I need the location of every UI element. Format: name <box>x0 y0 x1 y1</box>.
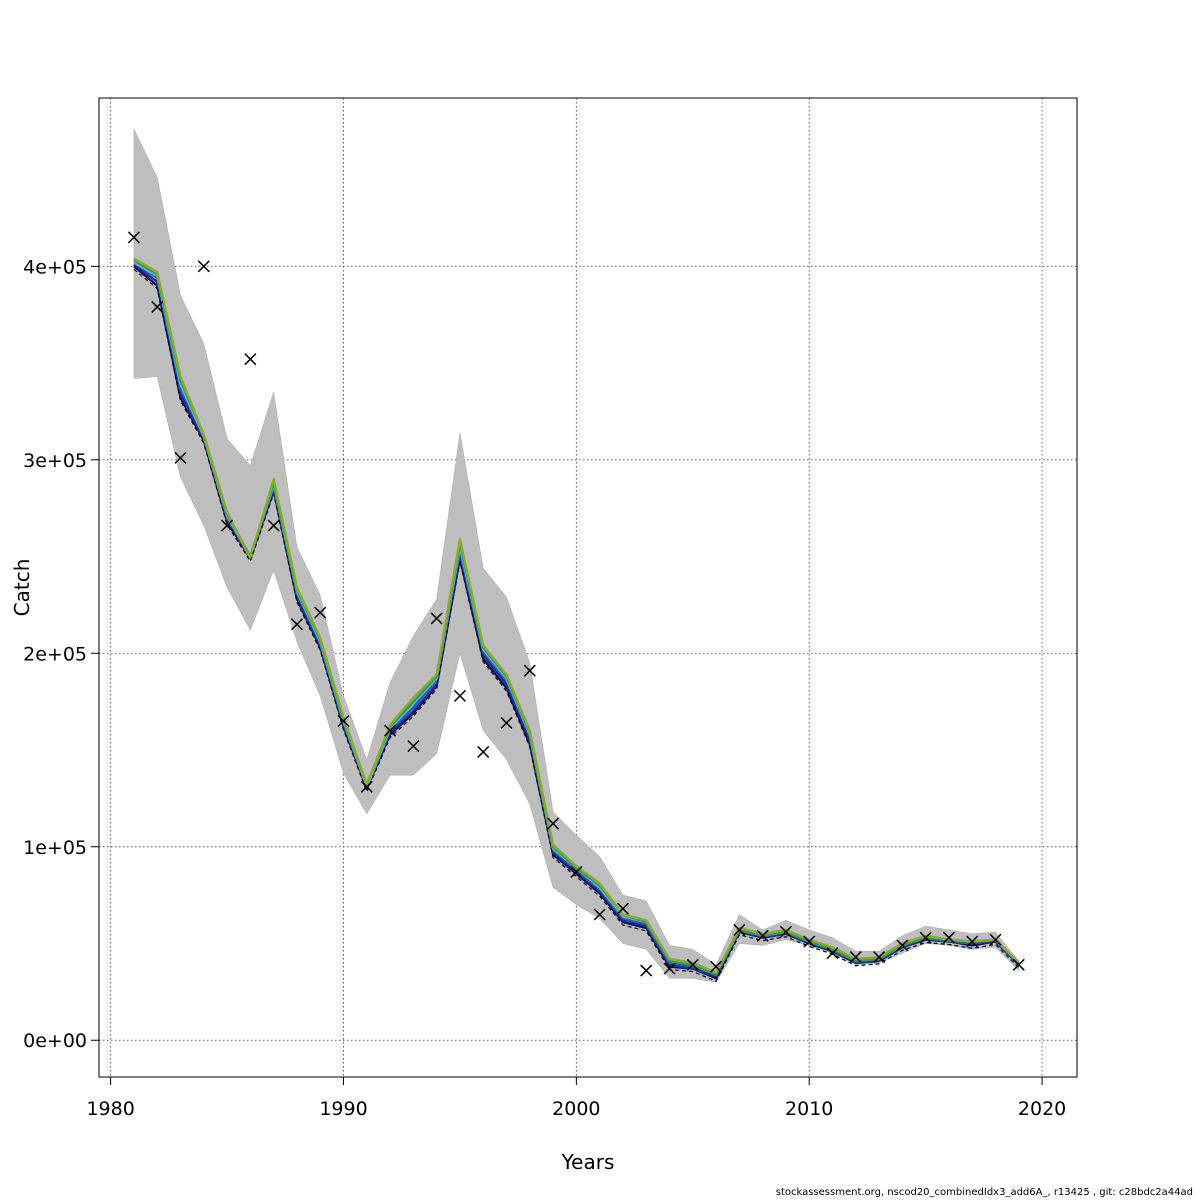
observed-point <box>570 865 583 878</box>
observed-point <box>896 939 909 952</box>
series-line-6 <box>133 257 1020 974</box>
observed-point <box>942 931 955 944</box>
x-tick-label: 2000 <box>552 1098 600 1120</box>
observed-point <box>314 606 327 619</box>
y-axis-title: Catch <box>10 559 34 617</box>
confidence-band-area <box>133 128 1020 983</box>
observed-point <box>267 519 280 532</box>
plot-frame <box>98 97 1078 1078</box>
x-axis-title: Years <box>561 1150 615 1174</box>
x-tick-label: 1980 <box>86 1098 134 1120</box>
observed-point <box>733 923 746 936</box>
observed-point <box>989 933 1002 946</box>
y-tick-label: 4e+05 <box>23 256 87 278</box>
observed-point <box>686 958 699 971</box>
observed-point <box>500 716 513 729</box>
observed-point <box>663 962 676 975</box>
observed-point <box>384 724 397 737</box>
observed-point <box>593 908 606 921</box>
observed-point <box>826 947 839 960</box>
observed-point <box>290 618 303 631</box>
observed-point <box>151 300 164 313</box>
observed-point <box>756 929 769 942</box>
observed-point <box>873 951 886 964</box>
observed-point <box>127 231 140 244</box>
observed-point <box>360 780 373 793</box>
y-axis: 0e+00 1e+05 2e+05 3e+05 4e+05 <box>23 256 99 1052</box>
observed-point <box>966 935 979 948</box>
observed-point <box>803 935 816 948</box>
x-tick-label: 2020 <box>1018 1098 1066 1120</box>
x-axis: 1980 1990 2000 2010 2020 <box>86 1077 1066 1120</box>
series-line-dashed <box>133 268 1020 982</box>
confidence-band <box>133 128 1020 983</box>
observed-point <box>919 931 932 944</box>
observed-point <box>849 951 862 964</box>
observed-point <box>523 664 536 677</box>
observed-point <box>1012 958 1025 971</box>
observed-point <box>244 353 257 366</box>
observed-point <box>616 902 629 915</box>
observed-point <box>174 451 187 464</box>
footer-note: stockassessment.org, nscod20_combinedIdx… <box>775 1187 1193 1198</box>
observed-markers <box>127 231 1025 977</box>
observed-point <box>221 519 234 532</box>
x-tick-label: 2010 <box>785 1098 833 1120</box>
observed-point <box>640 964 653 977</box>
x-tick-label: 1990 <box>319 1098 367 1120</box>
observed-point <box>779 925 792 938</box>
observed-point <box>337 714 350 728</box>
observed-point <box>453 689 466 702</box>
observed-point <box>197 260 210 273</box>
observed-point <box>477 745 490 758</box>
y-tick-label: 1e+05 <box>23 837 87 859</box>
y-tick-label: 2e+05 <box>23 643 87 665</box>
observed-point <box>547 817 560 830</box>
observed-point <box>407 740 420 753</box>
observed-point <box>430 612 443 625</box>
y-tick-label: 0e+00 <box>23 1030 87 1052</box>
y-tick-label: 3e+05 <box>23 450 87 472</box>
observed-point <box>710 960 723 973</box>
